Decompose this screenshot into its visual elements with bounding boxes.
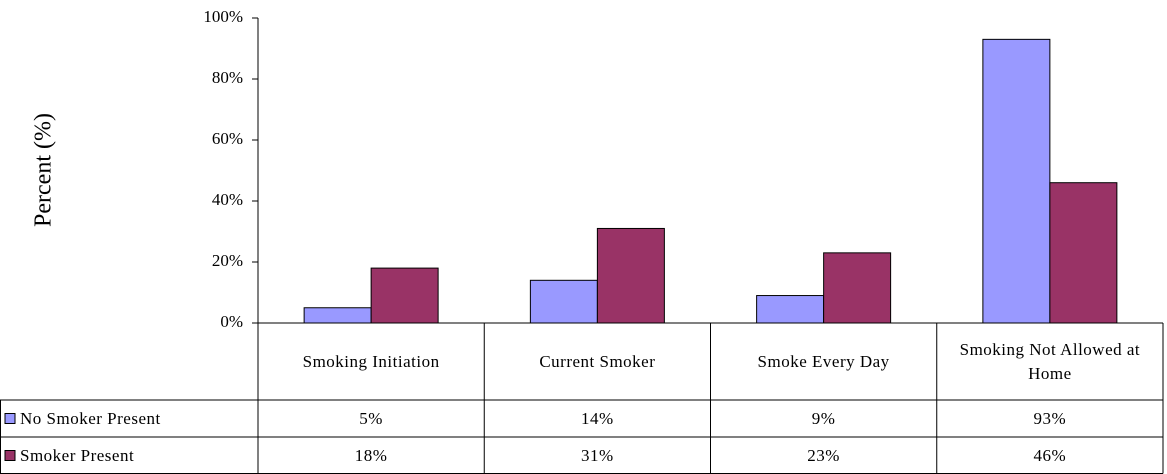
data-table-value: 5% <box>359 408 383 428</box>
x-tick-label: Current Smoker <box>539 351 656 371</box>
legend-label-box: Smoker Present <box>20 445 135 465</box>
data-table-value-box: 23% <box>807 445 840 465</box>
data-table-value-box: 31% <box>581 445 614 465</box>
legend-label-box: No Smoker Present <box>20 408 161 428</box>
bar <box>1049 182 1118 324</box>
y-axis-label: Percent (%) <box>31 113 57 227</box>
x-tick-label: Smoking Not Allowed at Home <box>959 339 1141 383</box>
data-table-value: 31% <box>581 445 614 465</box>
bar <box>823 252 892 324</box>
y-tick-label: 40% <box>212 190 243 209</box>
bar <box>756 295 825 324</box>
legend-key <box>4 450 16 461</box>
bar <box>370 267 439 324</box>
y-tick-label: 20% <box>212 251 243 270</box>
legend-label: No Smoker Present <box>20 408 161 428</box>
data-table-value-box: 93% <box>1033 408 1067 428</box>
bar <box>303 307 372 324</box>
data-table-value-box: 46% <box>1033 445 1067 465</box>
x-tick-label: Smoke Every Day <box>757 351 890 371</box>
data-table-value: 14% <box>581 408 614 428</box>
y-tick-label: 100% <box>203 7 243 26</box>
x-tick-label-box: Smoking Not Allowed at Home <box>959 339 1141 383</box>
x-tick-label: Smoking Initiation <box>302 351 440 371</box>
legend-key <box>4 413 16 424</box>
y-tick-label: 60% <box>212 129 243 148</box>
bar <box>982 38 1051 324</box>
data-table-value: 18% <box>354 445 388 465</box>
data-table-value-box: 14% <box>581 408 614 428</box>
data-table-value: 46% <box>1033 445 1067 465</box>
data-table-value: 23% <box>807 445 840 465</box>
data-table-value-box: 9% <box>811 408 836 428</box>
data-table-value: 93% <box>1033 408 1067 428</box>
data-table-value-box: 18% <box>354 445 388 465</box>
bar <box>596 227 665 324</box>
x-tick-label-box: Current Smoker <box>539 351 656 371</box>
y-tick-label: 80% <box>212 68 243 87</box>
y-tick-label: 0% <box>220 312 243 331</box>
bar <box>529 279 598 324</box>
x-tick-label-box: Smoking Initiation <box>302 351 440 371</box>
legend-label: Smoker Present <box>20 445 135 465</box>
data-table-value: 9% <box>811 408 836 428</box>
x-tick-label-box: Smoke Every Day <box>757 351 890 371</box>
data-table-value-box: 5% <box>359 408 383 428</box>
